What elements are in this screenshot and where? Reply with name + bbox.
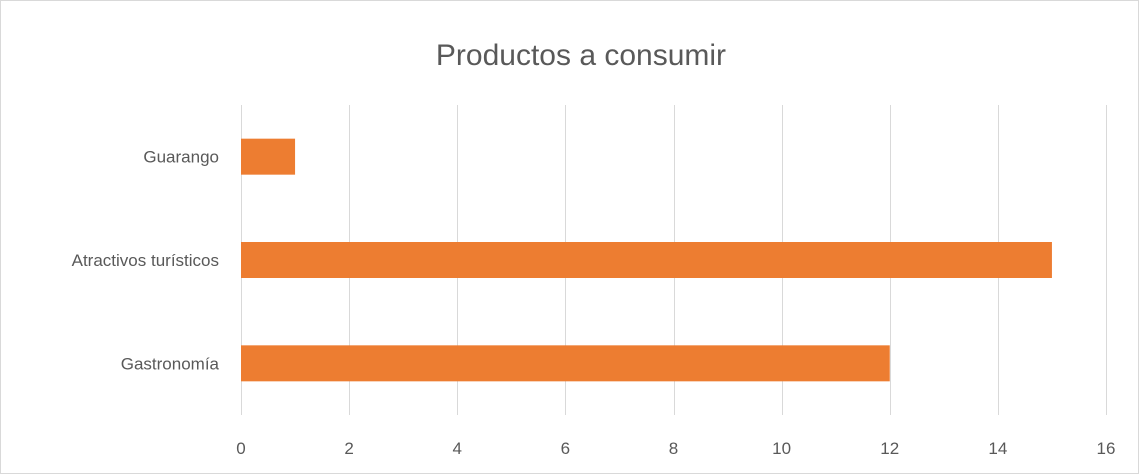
category-labels: Guarango Atractivos turísticos Gastronomía <box>72 148 220 374</box>
x-tick-label: 0 <box>236 439 245 458</box>
x-tick-label: 12 <box>880 439 899 458</box>
bar <box>241 138 296 175</box>
category-label: Guarango <box>143 148 219 167</box>
x-tick-label: 14 <box>988 439 1007 458</box>
bar <box>241 242 1052 278</box>
x-tick-label: 10 <box>772 439 791 458</box>
bars <box>241 138 1052 382</box>
x-tick-labels: 0 2 4 6 8 10 12 14 16 <box>236 439 1115 458</box>
x-tick-label: 8 <box>669 439 678 458</box>
x-tick-label: 4 <box>453 439 462 458</box>
x-tick-label: 2 <box>344 439 353 458</box>
chart-title: Productos a consumir <box>436 39 726 72</box>
x-tick-label: 6 <box>561 439 570 458</box>
category-label: Gastronomía <box>121 354 220 373</box>
category-label: Atractivos turísticos <box>72 251 219 270</box>
bar <box>241 345 890 382</box>
x-tick-label: 16 <box>1097 439 1116 458</box>
